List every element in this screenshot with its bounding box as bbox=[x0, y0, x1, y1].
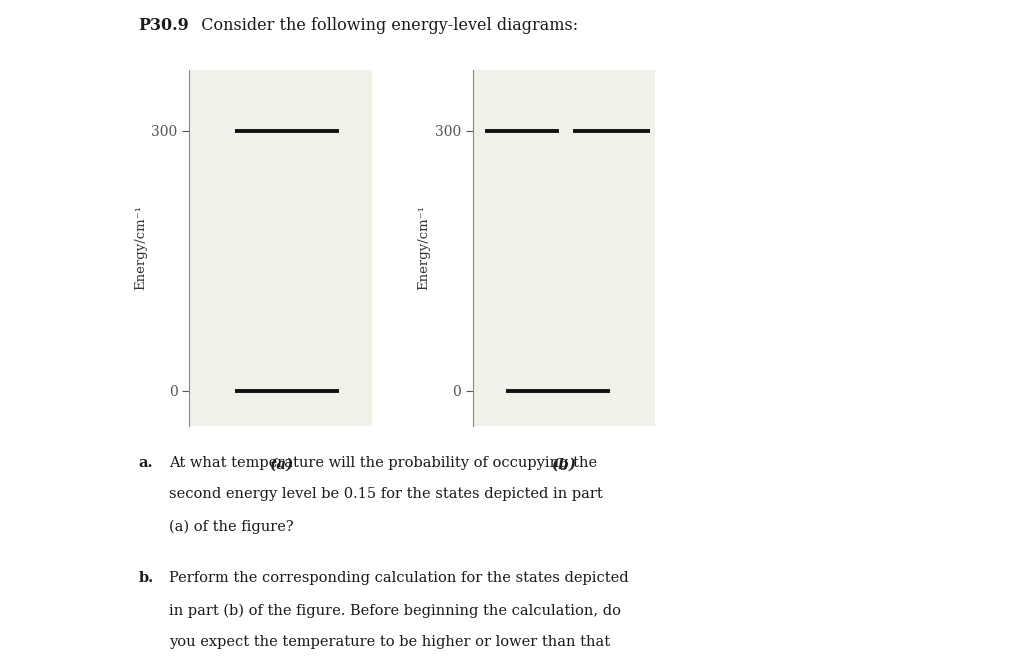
Text: a.: a. bbox=[138, 456, 153, 469]
Text: in part (b) of the figure. Before beginning the calculation, do: in part (b) of the figure. Before beginn… bbox=[169, 603, 621, 618]
Text: (b): (b) bbox=[552, 458, 577, 471]
Text: Perform the corresponding calculation for the states depicted: Perform the corresponding calculation fo… bbox=[169, 571, 629, 585]
Text: second energy level be 0.15 for the states depicted in part: second energy level be 0.15 for the stat… bbox=[169, 487, 603, 501]
Y-axis label: Energy/cm⁻¹: Energy/cm⁻¹ bbox=[418, 205, 430, 290]
Text: At what temperature will the probability of occupying the: At what temperature will the probability… bbox=[169, 456, 597, 469]
Y-axis label: Energy/cm⁻¹: Energy/cm⁻¹ bbox=[134, 205, 147, 290]
Text: you expect the temperature to be higher or lower than that: you expect the temperature to be higher … bbox=[169, 635, 610, 649]
Text: (a): (a) bbox=[268, 458, 293, 471]
Text: Consider the following energy-level diagrams:: Consider the following energy-level diag… bbox=[191, 17, 579, 34]
Text: P30.9: P30.9 bbox=[138, 17, 189, 34]
Text: (a) of the figure?: (a) of the figure? bbox=[169, 519, 294, 534]
Text: b.: b. bbox=[138, 571, 154, 585]
